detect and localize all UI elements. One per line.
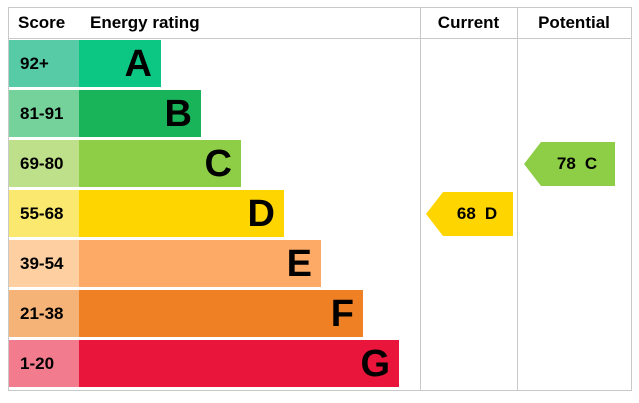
band-score-cell: 92+: [9, 40, 79, 87]
band-bar: F: [79, 290, 363, 337]
band-score-range: 81-91: [20, 103, 64, 123]
band-score-cell: 39-54: [9, 240, 79, 287]
current-rating-value: 68: [456, 204, 476, 223]
band-score-cell: 1-20: [9, 340, 79, 387]
band-letter: A: [124, 42, 152, 85]
potential-column-divider: [517, 8, 518, 390]
chart-header: Score Energy rating Current Potential: [9, 8, 631, 39]
band-bar: A: [79, 40, 161, 87]
header-score: Score: [18, 13, 66, 32]
band-bar: G: [79, 340, 399, 387]
band-score-range: 69-80: [20, 153, 64, 173]
band-row: 69-80 C: [9, 140, 419, 190]
band-letter: D: [247, 192, 275, 235]
band-row: 81-91 B: [9, 90, 419, 140]
band-score-cell: 81-91: [9, 90, 79, 137]
current-rating-letter: D: [484, 204, 498, 223]
band-letter: E: [286, 242, 312, 285]
potential-rating-letter: C: [584, 154, 598, 173]
current-rating-arrow: 68 D: [426, 192, 513, 236]
band-bar: B: [79, 90, 201, 137]
band-score-cell: 69-80: [9, 140, 79, 187]
band-rows: 92+ A 81-91 B 69-80 C 55-68 D 39-54 E: [9, 40, 419, 390]
chart-frame: Score Energy rating Current Potential 92…: [8, 7, 632, 391]
band-row: 92+ A: [9, 40, 419, 90]
band-row: 21-38 F: [9, 290, 419, 340]
band-bar: D: [79, 190, 284, 237]
band-score-range: 92+: [20, 53, 49, 73]
band-row: 55-68 D: [9, 190, 419, 240]
band-score-range: 39-54: [20, 253, 64, 273]
band-letter: B: [164, 92, 192, 135]
band-score-range: 1-20: [20, 353, 55, 373]
potential-rating-value: 78: [556, 154, 576, 173]
band-bar: C: [79, 140, 241, 187]
header-energy-rating: Energy rating: [90, 13, 200, 32]
band-letter: G: [360, 342, 390, 385]
band-score-range: 55-68: [20, 203, 64, 223]
potential-rating-arrow: 78 C: [524, 142, 615, 186]
band-score-cell: 21-38: [9, 290, 79, 337]
header-potential: Potential: [538, 13, 610, 32]
band-score-range: 21-38: [20, 303, 64, 323]
band-score-cell: 55-68: [9, 190, 79, 237]
current-column-divider: [420, 8, 421, 390]
band-row: 1-20 G: [9, 340, 419, 390]
header-current: Current: [437, 13, 500, 32]
band-letter: C: [204, 142, 232, 185]
band-letter: F: [330, 292, 354, 335]
band-row: 39-54 E: [9, 240, 419, 290]
band-bar: E: [79, 240, 321, 287]
